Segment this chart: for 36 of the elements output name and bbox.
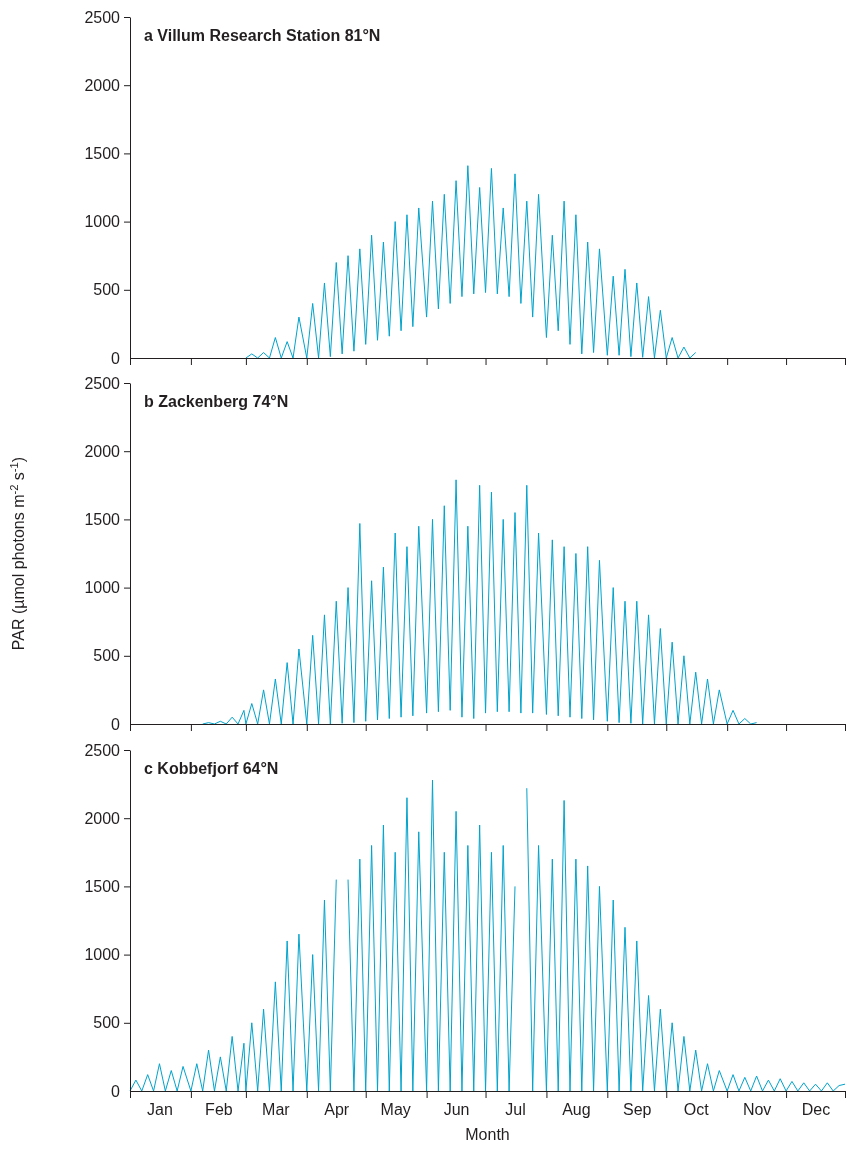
y-tick-label: 0 [111,1082,121,1100]
y-tick-label: 0 [111,349,121,367]
y-tick-label: 1000 [84,213,121,231]
y-tick-label: 500 [93,1014,121,1032]
x-tick-label: Aug [562,1101,591,1119]
y-tick-label: 1500 [84,145,121,163]
y-tick-label: 2000 [84,76,121,94]
text: c Kobbefjorf 64°N [144,760,279,777]
x-tick-label: May [380,1101,411,1119]
y-tick-label: 1000 [84,579,121,597]
y-tick-label: 1000 [84,946,121,964]
x-tick-label: Apr [324,1101,350,1119]
y-tick-label: 2000 [84,442,121,460]
x-tick-label: Sep [623,1101,652,1119]
text: b Zackenberg 74°N [144,393,289,410]
x-tick-label: Jun [443,1101,470,1119]
x-tick-label: Jan [147,1101,173,1119]
x-tick-label: Dec [801,1101,831,1119]
x-tick-label: Mar [262,1101,291,1119]
y-tick-label: 2500 [84,741,121,759]
y-tick-label: 1500 [84,878,121,896]
x-tick-label: Feb [205,1101,233,1119]
y-tick-label: 2000 [84,809,121,827]
text: a Villum Research Station 81°N [144,27,381,44]
line-series [202,479,758,725]
x-tick-label: Jul [505,1101,526,1119]
y-tick-label: 2500 [84,374,121,392]
line-series [245,165,697,359]
y-tick-label: 500 [93,281,121,299]
x-tick-label: Nov [742,1101,772,1119]
y-tick-label: 1500 [84,511,121,529]
y-tick-label: 2500 [84,8,121,26]
x-axis-title: Month [465,1126,510,1143]
x-tick-label: Oct [683,1101,710,1119]
y-tick-label: 500 [93,647,121,665]
y-tick-label: 0 [111,715,121,733]
